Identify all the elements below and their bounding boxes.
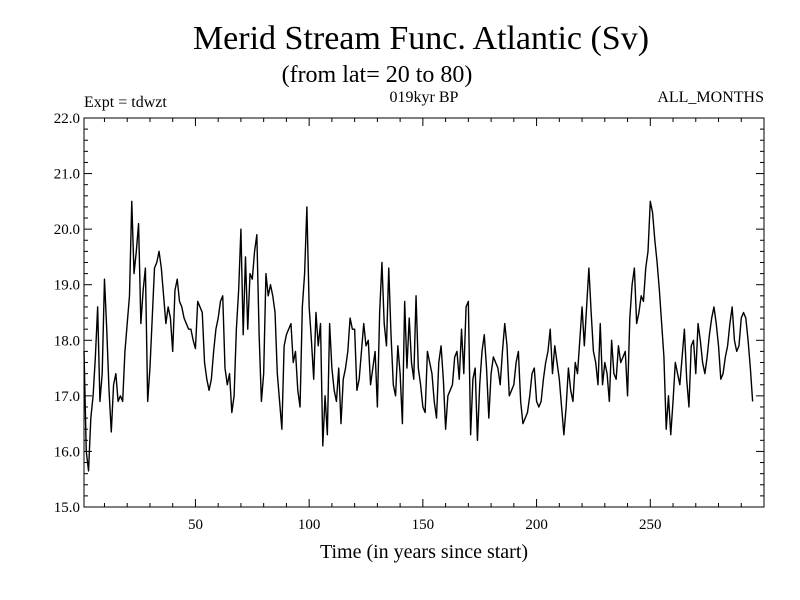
chart-subtitle: (from lat= 20 to 80) — [282, 62, 473, 88]
y-tick-label: 15.0 — [54, 500, 80, 516]
x-tick-label: 150 — [412, 517, 435, 533]
y-tick-label: 22.0 — [54, 111, 80, 127]
x-tick-label: 250 — [639, 517, 662, 533]
x-axis-title: Time (in years since start) — [320, 541, 528, 563]
experiment-label: Expt = tdwzt — [84, 94, 167, 111]
chart-title: Merid Stream Func. Atlantic (Sv) — [193, 20, 649, 57]
months-label: ALL_MONTHS — [657, 89, 764, 106]
x-tick-label: 200 — [525, 517, 548, 533]
x-tick-label: 50 — [188, 517, 203, 533]
plot-frame — [83, 117, 765, 508]
y-tick-label: 17.0 — [54, 389, 80, 405]
series-line — [83, 200, 754, 472]
y-tick-label: 20.0 — [54, 222, 80, 238]
y-tick-label: 19.0 — [54, 278, 80, 294]
x-tick-label: 100 — [298, 517, 321, 533]
y-tick-labels: 15.0 16.0 17.0 18.0 19.0 20.0 21.0 22.0 — [54, 111, 80, 516]
axis-ticks — [84, 117, 764, 508]
y-tick-label: 18.0 — [54, 333, 80, 349]
y-tick-label: 16.0 — [54, 444, 80, 460]
period-label: 019kyr BP — [390, 89, 459, 106]
y-tick-label: 21.0 — [54, 167, 80, 183]
x-tick-labels: 50 100 150 200 250 — [188, 517, 662, 533]
